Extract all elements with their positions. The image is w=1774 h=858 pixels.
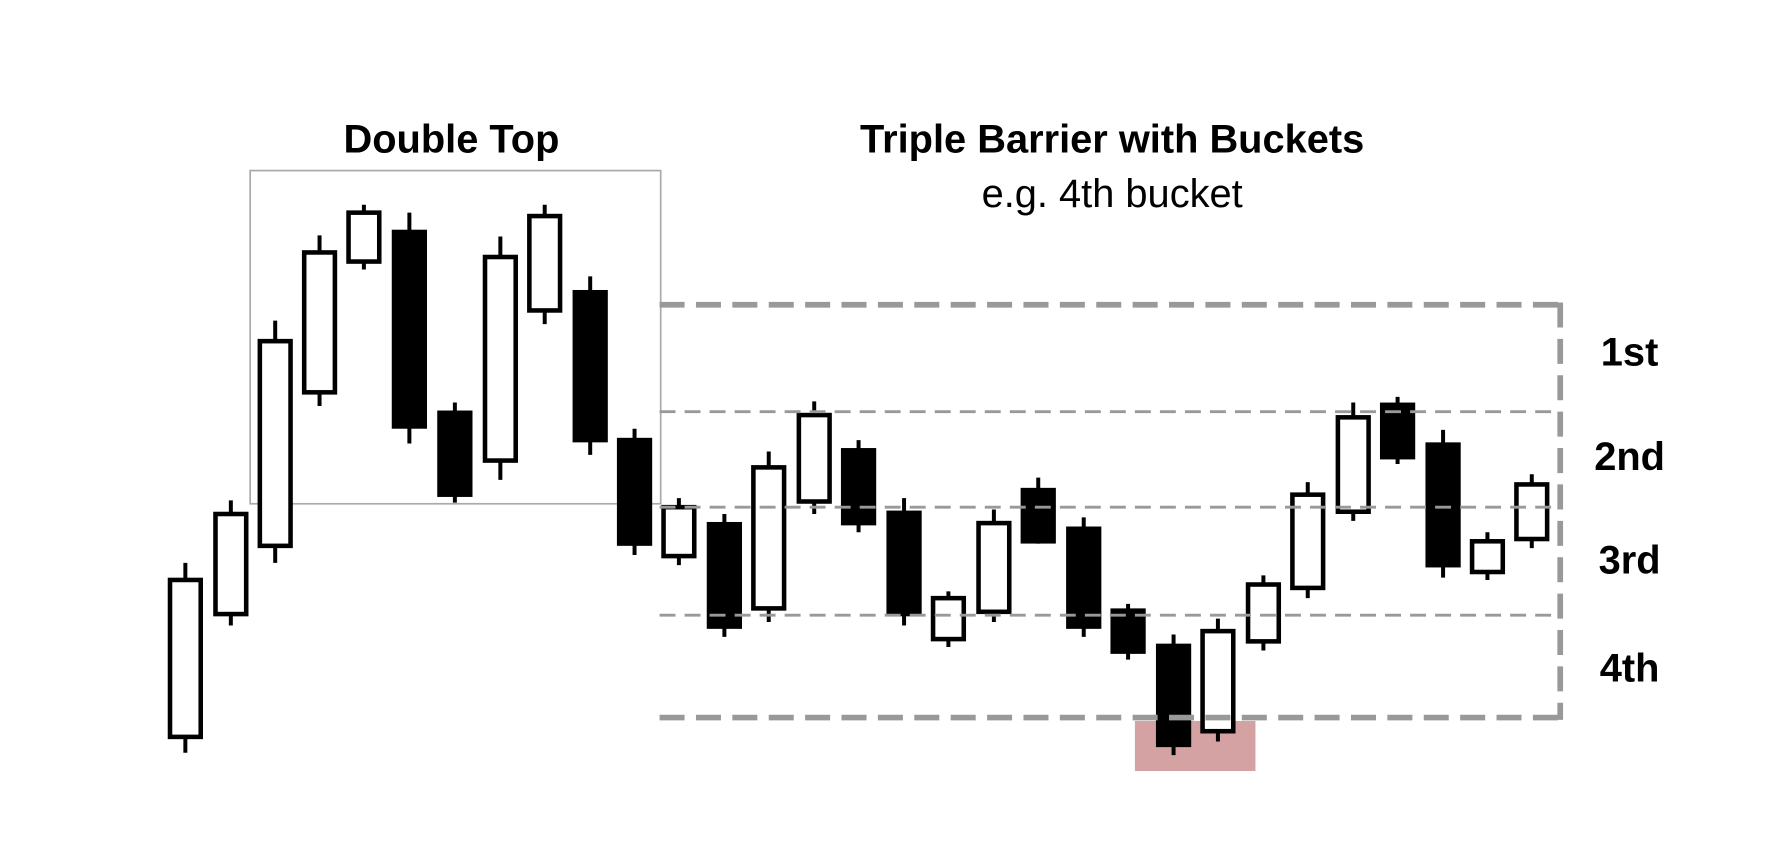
bearish-candle — [437, 410, 473, 497]
bearish-candle — [840, 448, 877, 526]
bullish-candle — [751, 465, 787, 611]
bearish-candle — [1425, 442, 1461, 568]
bullish-candle — [930, 595, 967, 642]
bucket-label: 2nd — [1594, 435, 1665, 479]
bullish-candle — [527, 213, 563, 313]
bearish-candle — [616, 437, 653, 546]
target-zone — [1134, 720, 1256, 772]
bearish-candle — [1020, 487, 1056, 544]
bullish-candle — [1514, 482, 1550, 542]
bearish-candle — [1110, 608, 1146, 654]
bullish-candle — [482, 254, 518, 463]
bullish-candle — [1335, 415, 1371, 515]
bucket-label: 3rd — [1599, 538, 1661, 582]
bearish-candle — [391, 229, 428, 429]
bearish-candle — [572, 289, 608, 443]
bullish-candle — [661, 504, 697, 559]
bucket-label: 1st — [1601, 330, 1659, 374]
bucket-label: 4th — [1600, 646, 1660, 690]
barriers — [659, 301, 1564, 721]
bullish-candle — [213, 511, 249, 617]
example-subtitle: e.g. 4th bucket — [982, 172, 1243, 216]
candles — [167, 204, 1550, 756]
double-top-box — [249, 169, 662, 505]
bullish-candle — [167, 577, 203, 740]
bullish-candle — [1245, 582, 1282, 644]
triple-barrier-title: Triple Barrier with Buckets — [860, 118, 1364, 162]
bearish-candle — [1379, 402, 1416, 460]
bullish-candle — [301, 250, 338, 395]
bullish-candle — [1290, 492, 1326, 591]
bearish-candle — [1155, 643, 1192, 748]
bullish-candle — [796, 412, 832, 504]
bullish-candle — [976, 520, 1012, 615]
bullish-candle — [257, 338, 293, 549]
bearish-candle — [886, 510, 922, 617]
bullish-candle — [1469, 539, 1506, 575]
bullish-candle — [1200, 628, 1236, 734]
bullish-candle — [346, 210, 382, 264]
double-top-title: Double Top — [344, 118, 560, 162]
bearish-candle — [706, 521, 743, 629]
bearish-candle — [1066, 526, 1102, 629]
